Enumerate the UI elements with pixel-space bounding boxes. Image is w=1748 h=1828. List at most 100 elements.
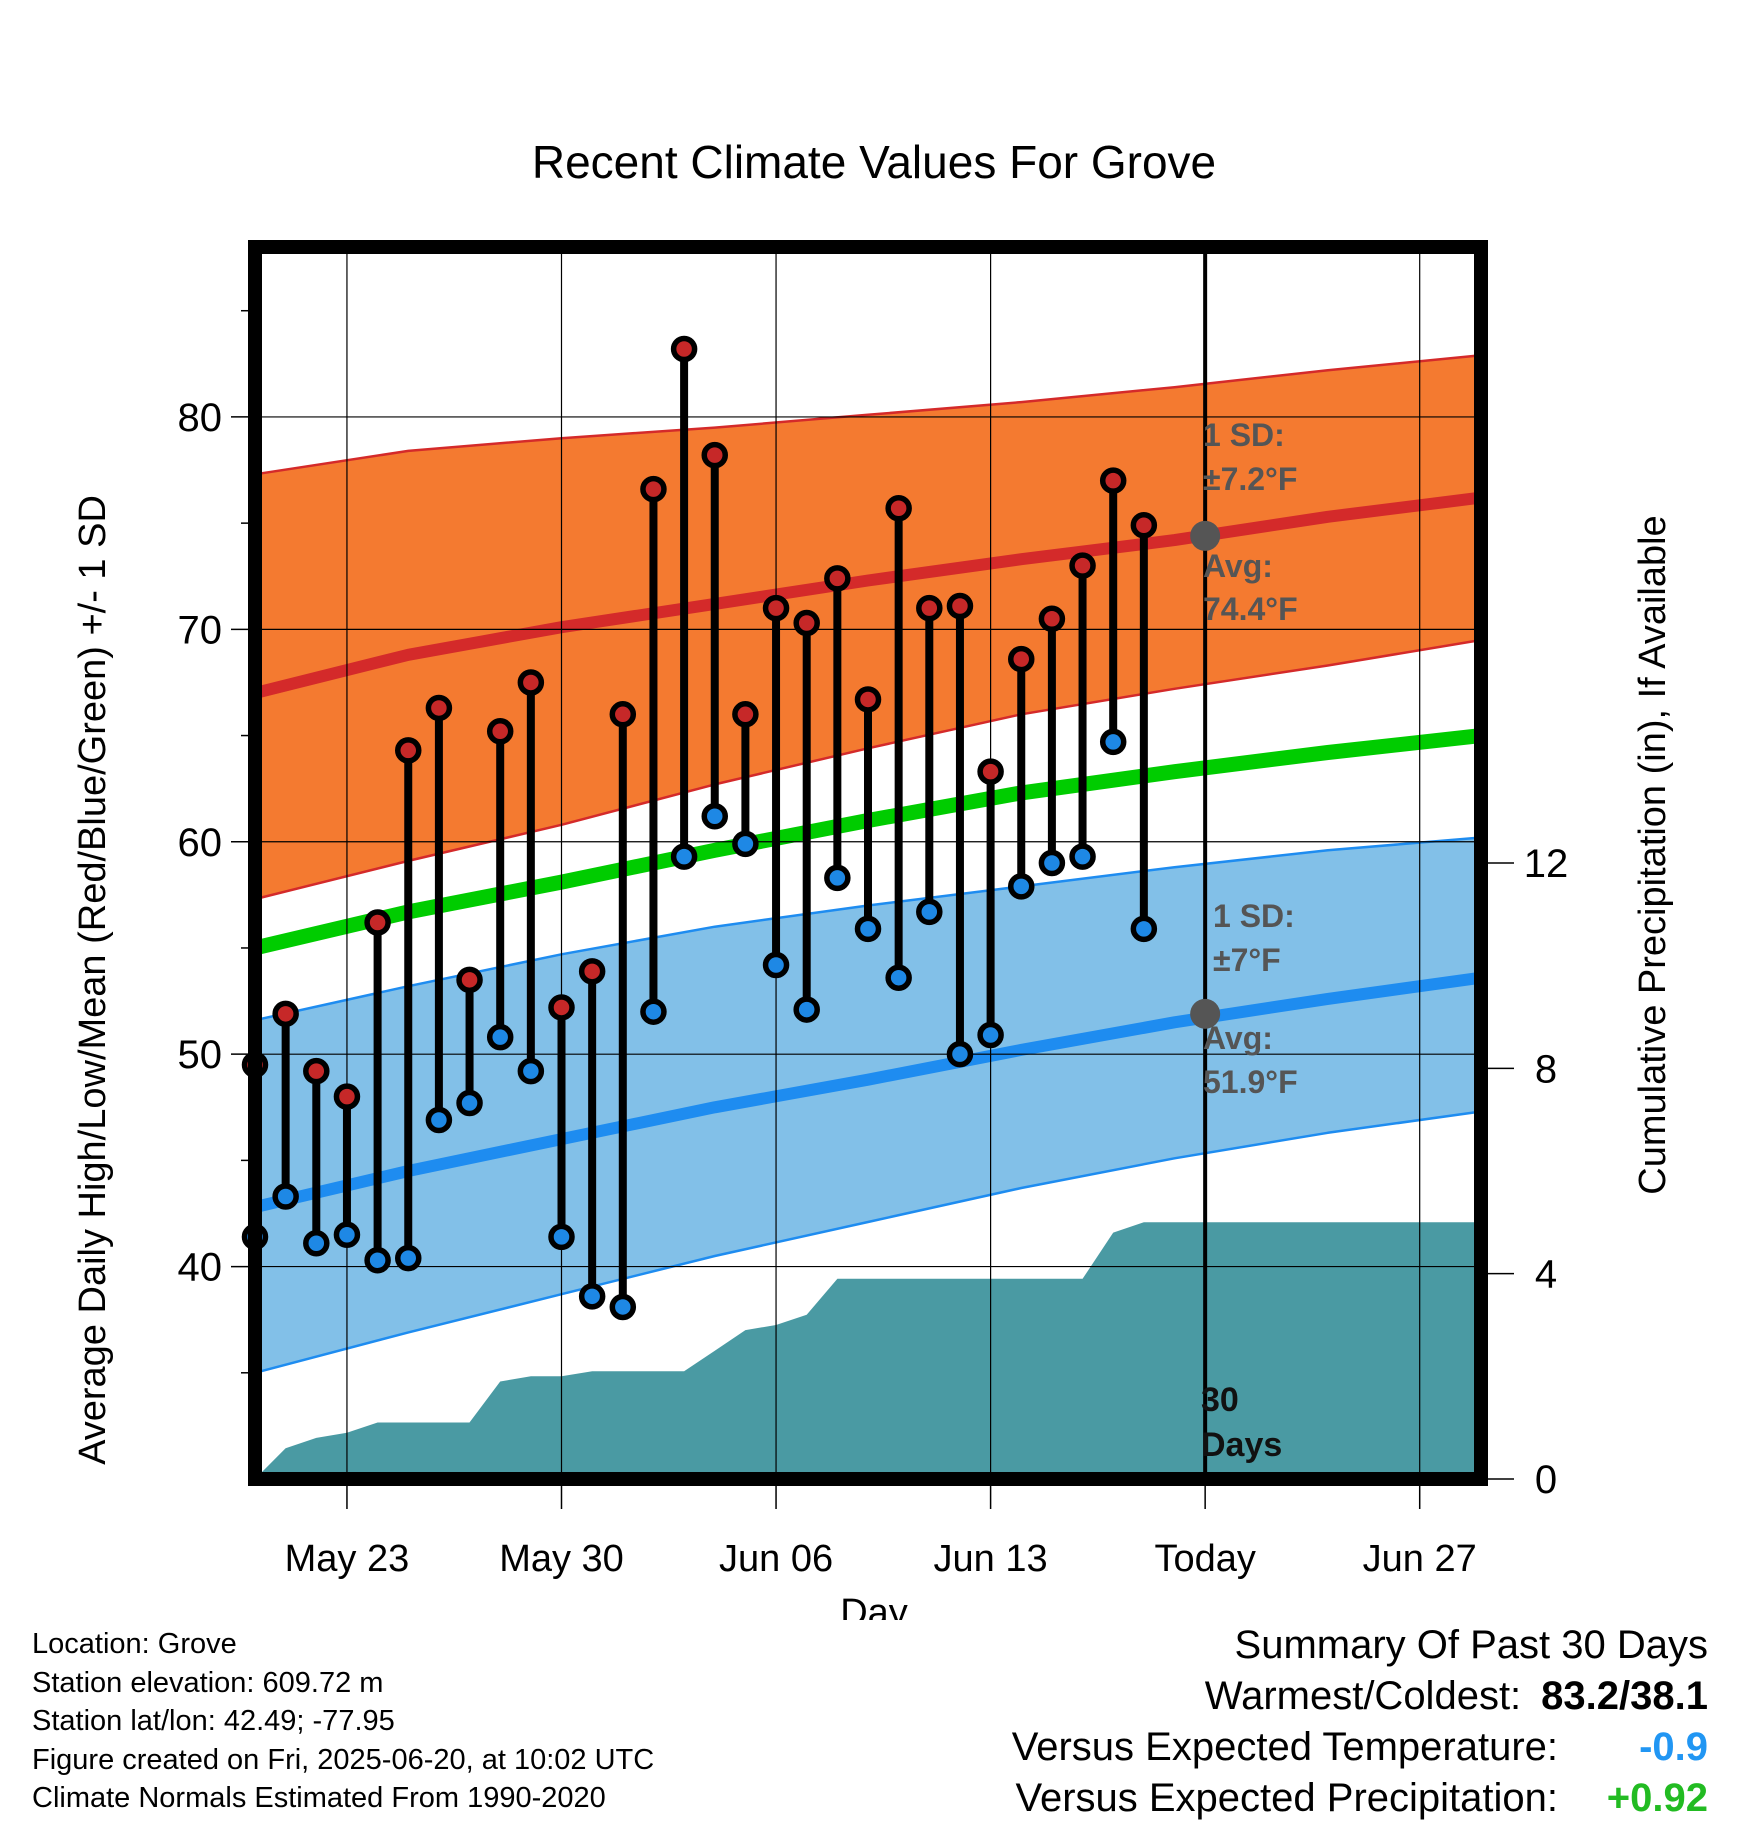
window-count: 30 bbox=[1201, 1381, 1239, 1419]
high-point bbox=[272, 1000, 299, 1028]
low-point bbox=[977, 1021, 1004, 1049]
y-tick-label: 40 bbox=[178, 1246, 223, 1290]
temp-label: Versus Expected Temperature: bbox=[1011, 1725, 1558, 1769]
high-point bbox=[1069, 552, 1096, 579]
low-point bbox=[425, 1106, 453, 1134]
low-point bbox=[732, 830, 759, 858]
low-point bbox=[701, 803, 728, 830]
high-point bbox=[303, 1057, 330, 1085]
low-point bbox=[946, 1040, 974, 1068]
temp-value: -0.9 bbox=[1639, 1725, 1708, 1769]
high-point bbox=[732, 701, 759, 728]
low-point bbox=[548, 1223, 575, 1251]
low-point bbox=[885, 964, 912, 991]
low-point bbox=[670, 843, 698, 870]
low-avg-title: Avg: bbox=[1203, 1020, 1273, 1056]
elevation-text: Station elevation: 609.72 m bbox=[32, 1666, 384, 1699]
y2-tick-label: 8 bbox=[1535, 1047, 1557, 1091]
high-point bbox=[977, 758, 1004, 785]
high-upper-line bbox=[254, 354, 1482, 476]
precip-label: Versus Expected Precipitation: bbox=[1015, 1776, 1558, 1820]
low-point bbox=[640, 998, 667, 1025]
high-point bbox=[1038, 605, 1066, 632]
x-tick-label: Jun 13 bbox=[934, 1538, 1048, 1580]
high-point bbox=[1130, 512, 1158, 539]
high-point bbox=[548, 994, 575, 1021]
y2-tick-label: 0 bbox=[1535, 1458, 1557, 1502]
high-avg-marker bbox=[1190, 520, 1221, 551]
high-avg-value: 74.4°F bbox=[1203, 591, 1298, 627]
low-point bbox=[762, 951, 790, 979]
high-point bbox=[425, 694, 453, 722]
high-point bbox=[670, 335, 698, 363]
high-average-line bbox=[253, 491, 1482, 699]
high-point bbox=[824, 565, 851, 592]
x-tick-label: Today bbox=[1154, 1538, 1255, 1580]
low-sd-title: 1 SD: bbox=[1213, 898, 1295, 934]
low-point bbox=[1069, 843, 1096, 870]
low-average-line bbox=[253, 971, 1482, 1213]
high-point bbox=[640, 475, 667, 503]
high-point bbox=[701, 441, 728, 469]
high-point bbox=[946, 592, 974, 620]
y-tick-label: 60 bbox=[178, 821, 223, 865]
low-avg-value: 51.9°F bbox=[1203, 1064, 1298, 1100]
x-axis-label: Day bbox=[840, 1592, 908, 1620]
temp-row: Versus Expected Temperature: -0.9 bbox=[1012, 1722, 1708, 1773]
high-point bbox=[1008, 645, 1035, 673]
station-info: Location: Grove Station elevation: 609.7… bbox=[32, 1625, 654, 1818]
plot-area: 1 SD: ±7.2°F Avg: 74.4°F 1 SD: ±7°F Avg: 51.9°F… bbox=[178, 240, 1568, 1580]
low-point bbox=[486, 1023, 514, 1051]
high-point bbox=[762, 594, 790, 622]
x-tick-label: May 30 bbox=[499, 1538, 624, 1580]
y-tick-label: 70 bbox=[178, 608, 223, 652]
high-point bbox=[854, 686, 882, 713]
low-point bbox=[333, 1221, 361, 1248]
plot-frame bbox=[248, 240, 1488, 1486]
x-tick-label: Jun 06 bbox=[719, 1538, 833, 1580]
low-point bbox=[609, 1293, 637, 1321]
x-tick-label: May 23 bbox=[285, 1538, 410, 1580]
y-tick-label: 50 bbox=[178, 1033, 223, 1077]
precip-row: Versus Expected Precipitation: +0.92 bbox=[1012, 1773, 1708, 1824]
y-tick-label: 80 bbox=[178, 396, 223, 440]
low-point bbox=[578, 1283, 606, 1310]
y2-tick-label: 4 bbox=[1535, 1253, 1557, 1297]
climate-chart: Recent Climate Values For Grove 1 SD: ±7.… bbox=[72, 136, 1674, 1620]
high-point bbox=[1099, 467, 1127, 494]
created-text: Figure created on Fri, 2025-06-20, at 10… bbox=[32, 1743, 655, 1776]
x-tick-label: Jun 27 bbox=[1363, 1538, 1477, 1580]
low-point bbox=[395, 1244, 422, 1272]
window-unit: Days bbox=[1201, 1426, 1282, 1464]
high-point bbox=[395, 737, 422, 764]
low-point bbox=[1038, 849, 1066, 877]
high-point bbox=[486, 718, 514, 745]
high-avg-title: Avg: bbox=[1203, 548, 1273, 584]
high-point bbox=[885, 495, 912, 522]
normals-text: Climate Normals Estimated From 1990-2020 bbox=[32, 1782, 606, 1814]
low-point bbox=[364, 1246, 391, 1274]
summary-panel: Summary Of Past 30 Days Warmest/Coldest:… bbox=[1012, 1620, 1708, 1824]
warm-cold-row: Warmest/Coldest: 83.2/38.1 bbox=[1012, 1671, 1708, 1722]
low-point bbox=[456, 1089, 483, 1117]
location-text: Location: Grove bbox=[32, 1628, 237, 1660]
low-point bbox=[1099, 728, 1127, 756]
high-sd-value: ±7.2°F bbox=[1203, 461, 1297, 497]
daily-stems bbox=[241, 335, 1158, 1321]
warm-cold-label: Warmest/Coldest: bbox=[1204, 1674, 1522, 1718]
low-lower-line bbox=[254, 1110, 1482, 1375]
summary-title: Summary Of Past 30 Days bbox=[1234, 1623, 1708, 1667]
precip-value: +0.92 bbox=[1606, 1776, 1708, 1820]
high-point bbox=[333, 1083, 361, 1110]
low-point bbox=[916, 898, 943, 926]
high-point bbox=[517, 669, 545, 696]
low-point bbox=[517, 1057, 545, 1085]
high-point bbox=[609, 701, 637, 728]
low-point bbox=[1130, 915, 1158, 943]
low-avg-marker bbox=[1190, 998, 1221, 1029]
latlon-text: Station lat/lon: 42.49; -77.95 bbox=[32, 1705, 395, 1737]
high-point bbox=[364, 909, 391, 936]
low-point bbox=[303, 1229, 330, 1257]
low-sd-value: ±7°F bbox=[1213, 942, 1281, 978]
y-axis-label: Average Daily High/Low/Mean (Red/Blue/Gr… bbox=[72, 495, 114, 1465]
